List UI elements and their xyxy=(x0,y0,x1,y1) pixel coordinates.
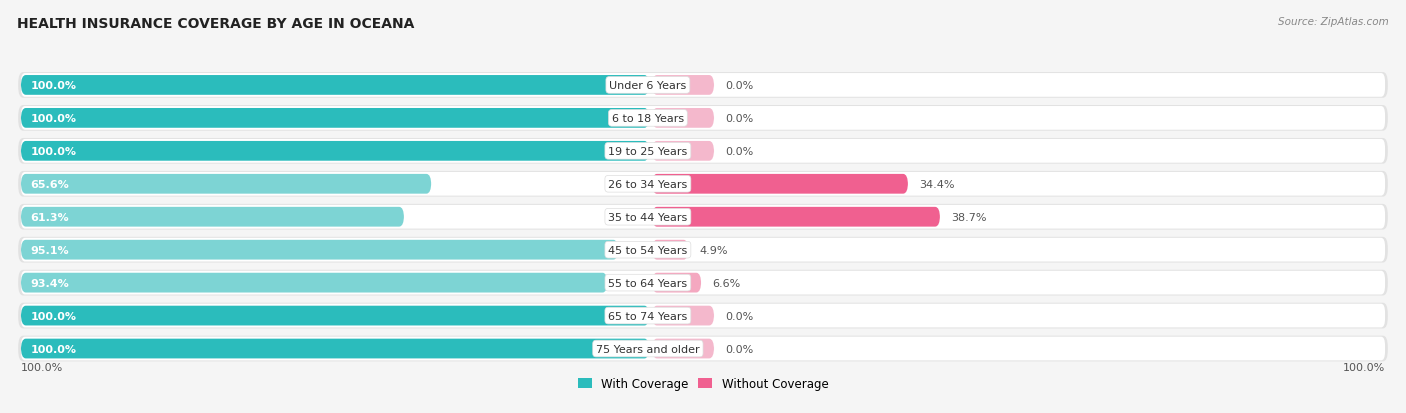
FancyBboxPatch shape xyxy=(21,74,1385,97)
FancyBboxPatch shape xyxy=(21,173,1385,196)
FancyBboxPatch shape xyxy=(18,270,1388,296)
FancyBboxPatch shape xyxy=(21,238,1385,262)
Text: 0.0%: 0.0% xyxy=(725,344,754,354)
Legend: With Coverage, Without Coverage: With Coverage, Without Coverage xyxy=(572,373,834,395)
Text: 35 to 44 Years: 35 to 44 Years xyxy=(609,212,688,222)
FancyBboxPatch shape xyxy=(652,109,714,128)
Text: 0.0%: 0.0% xyxy=(725,81,754,91)
Text: 100.0%: 100.0% xyxy=(1343,362,1385,372)
Text: 100.0%: 100.0% xyxy=(21,362,63,372)
Text: 4.9%: 4.9% xyxy=(700,245,728,255)
Text: 93.4%: 93.4% xyxy=(31,278,69,288)
Text: 100.0%: 100.0% xyxy=(31,344,76,354)
FancyBboxPatch shape xyxy=(21,339,650,358)
Text: 26 to 34 Years: 26 to 34 Years xyxy=(609,179,688,189)
Text: 0.0%: 0.0% xyxy=(725,311,754,321)
FancyBboxPatch shape xyxy=(18,204,1388,230)
Text: 61.3%: 61.3% xyxy=(31,212,69,222)
FancyBboxPatch shape xyxy=(21,306,650,326)
Text: Source: ZipAtlas.com: Source: ZipAtlas.com xyxy=(1278,17,1389,26)
Text: 0.0%: 0.0% xyxy=(725,147,754,157)
Text: 45 to 54 Years: 45 to 54 Years xyxy=(609,245,688,255)
FancyBboxPatch shape xyxy=(21,205,1385,229)
Text: HEALTH INSURANCE COVERAGE BY AGE IN OCEANA: HEALTH INSURANCE COVERAGE BY AGE IN OCEA… xyxy=(17,17,415,31)
Text: 65.6%: 65.6% xyxy=(31,179,69,189)
FancyBboxPatch shape xyxy=(21,240,619,260)
FancyBboxPatch shape xyxy=(18,139,1388,164)
Text: 65 to 74 Years: 65 to 74 Years xyxy=(609,311,688,321)
Text: 34.4%: 34.4% xyxy=(920,179,955,189)
Text: 0.0%: 0.0% xyxy=(725,114,754,123)
FancyBboxPatch shape xyxy=(21,304,1385,328)
Text: 100.0%: 100.0% xyxy=(31,147,76,157)
FancyBboxPatch shape xyxy=(21,142,650,161)
Text: 100.0%: 100.0% xyxy=(31,114,76,123)
FancyBboxPatch shape xyxy=(18,303,1388,329)
FancyBboxPatch shape xyxy=(18,237,1388,263)
FancyBboxPatch shape xyxy=(652,142,714,161)
Text: 55 to 64 Years: 55 to 64 Years xyxy=(609,278,688,288)
FancyBboxPatch shape xyxy=(21,207,404,227)
FancyBboxPatch shape xyxy=(18,336,1388,361)
FancyBboxPatch shape xyxy=(21,273,607,293)
FancyBboxPatch shape xyxy=(652,207,941,227)
FancyBboxPatch shape xyxy=(652,76,714,95)
FancyBboxPatch shape xyxy=(652,339,714,358)
Text: Under 6 Years: Under 6 Years xyxy=(609,81,686,91)
Text: 6 to 18 Years: 6 to 18 Years xyxy=(612,114,683,123)
FancyBboxPatch shape xyxy=(652,174,908,194)
Text: 100.0%: 100.0% xyxy=(31,311,76,321)
FancyBboxPatch shape xyxy=(21,337,1385,361)
FancyBboxPatch shape xyxy=(21,271,1385,295)
Text: 100.0%: 100.0% xyxy=(31,81,76,91)
Text: 6.6%: 6.6% xyxy=(713,278,741,288)
Text: 75 Years and older: 75 Years and older xyxy=(596,344,700,354)
FancyBboxPatch shape xyxy=(652,240,689,260)
FancyBboxPatch shape xyxy=(21,174,432,194)
Text: 38.7%: 38.7% xyxy=(950,212,987,222)
FancyBboxPatch shape xyxy=(21,109,650,128)
Text: 19 to 25 Years: 19 to 25 Years xyxy=(609,147,688,157)
Text: 95.1%: 95.1% xyxy=(31,245,69,255)
FancyBboxPatch shape xyxy=(18,73,1388,99)
FancyBboxPatch shape xyxy=(21,140,1385,163)
FancyBboxPatch shape xyxy=(18,171,1388,197)
FancyBboxPatch shape xyxy=(652,273,702,293)
FancyBboxPatch shape xyxy=(21,76,650,95)
FancyBboxPatch shape xyxy=(21,107,1385,131)
FancyBboxPatch shape xyxy=(18,106,1388,131)
FancyBboxPatch shape xyxy=(652,306,714,326)
